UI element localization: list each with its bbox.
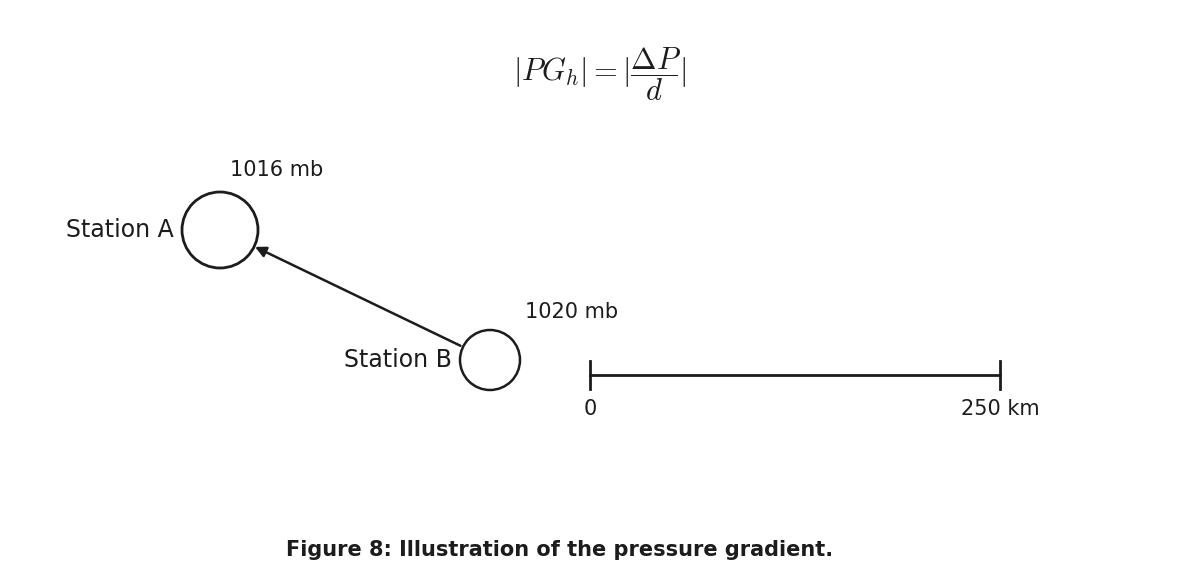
Text: Station A: Station A bbox=[66, 218, 174, 242]
Text: 250 km: 250 km bbox=[961, 399, 1039, 419]
Text: 1020 mb: 1020 mb bbox=[526, 302, 618, 322]
Text: $|PG_h| = |\dfrac{\Delta P}{d}|$: $|PG_h| = |\dfrac{\Delta P}{d}|$ bbox=[514, 45, 686, 103]
Text: Figure 8: Illustration of the pressure gradient.: Figure 8: Illustration of the pressure g… bbox=[287, 540, 834, 560]
Text: 1016 mb: 1016 mb bbox=[230, 160, 323, 180]
Text: Station B: Station B bbox=[344, 348, 452, 372]
Text: 0: 0 bbox=[583, 399, 596, 419]
